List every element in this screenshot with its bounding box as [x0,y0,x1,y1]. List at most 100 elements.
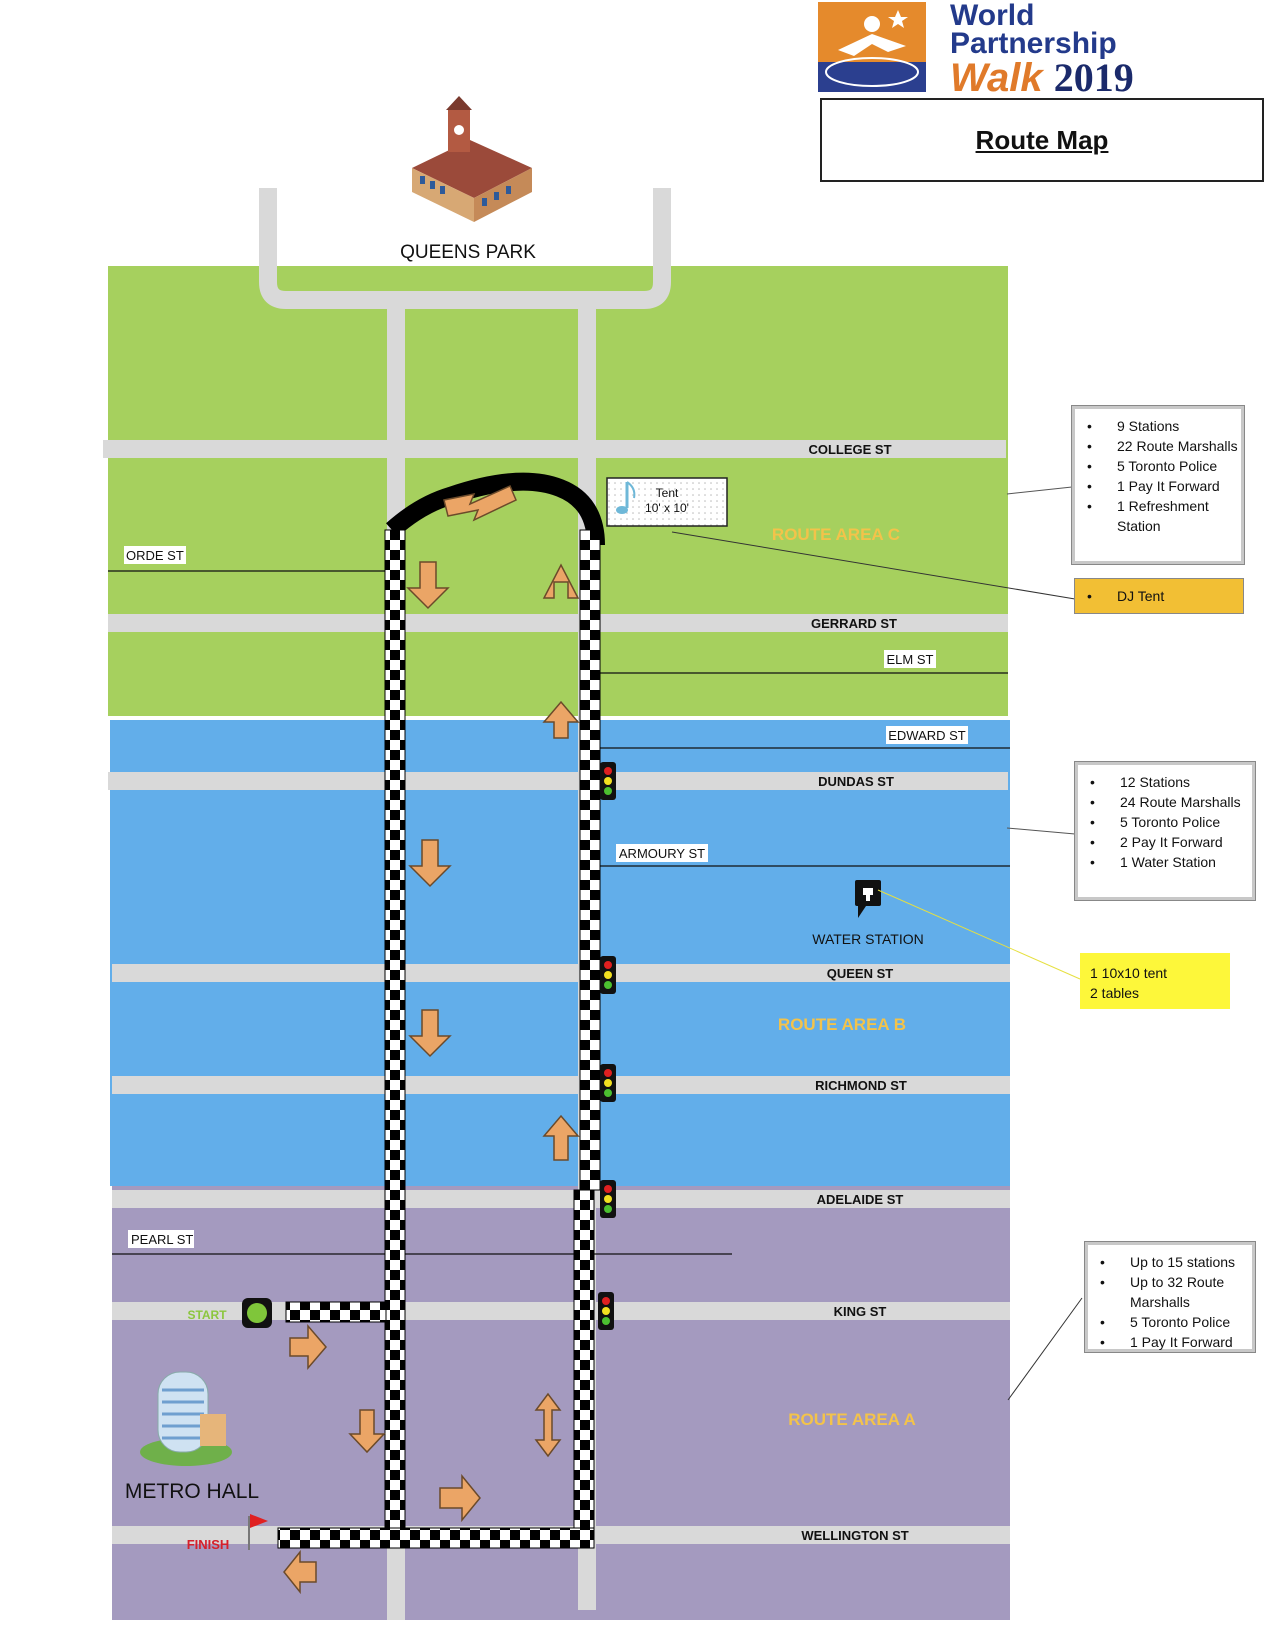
water-note-line: 1 10x10 tent [1090,965,1168,981]
adelaide-st-label: ADELAIDE ST [817,1192,904,1207]
queens-park-label: QUEENS PARK [400,242,536,263]
list-item: 1 Pay It Forward [1088,1332,1252,1352]
list-item: Up to 15 stations [1088,1252,1252,1272]
dundas-st-label: DUNDAS ST [818,774,894,789]
list-item: 12 Stations [1078,772,1252,792]
route-map-title: Route Map [820,98,1264,182]
arrow-left-icon [283,1549,317,1595]
adelaide-st-road [112,1190,1010,1208]
gerrard-st-road [108,614,1008,632]
richmond-st-road [112,1076,1010,1094]
arrow-right-icon [289,1323,327,1371]
music-note-icon [616,481,636,514]
arrow-down-icon [406,561,450,610]
route-area-c-info-panel: 9 Stations 22 Route Marshalls 5 Toronto … [1072,406,1244,564]
area-b-list: 12 Stations 24 Route Marshalls 5 Toronto… [1078,772,1252,872]
traffic-light-icon [598,1292,614,1330]
route-west-leg [384,529,406,1531]
arrow-down-icon [408,1009,452,1058]
queen-st-label: QUEEN ST [827,966,894,981]
arrow-updown-icon [534,1392,562,1458]
traffic-light-icon [600,762,616,800]
connector-line [1007,1297,1083,1401]
traffic-light-icon [600,1180,616,1218]
gerrard-st-label: GERRARD ST [811,616,897,631]
list-item: 1 Refreshment Station [1075,496,1241,536]
traffic-light-icon [600,1064,616,1102]
arrow-down-icon [348,1409,386,1454]
water-note-line: 2 tables [1090,985,1140,1001]
list-item: 9 Stations [1075,416,1241,436]
route-top-curve [386,472,605,546]
list-item: 24 Route Marshalls [1078,792,1252,812]
metro-hall-label: METRO HALL [125,1480,259,1503]
dj-tent-panel: DJ Tent [1074,578,1244,614]
traffic-light-icon [600,956,616,994]
street-labels: COLLEGE ST ORDE ST GERRARD ST ELM ST EDW… [124,440,968,1543]
route-area-b-zone [110,720,1010,1186]
route-area-b-info-panel: 12 Stations 24 Route Marshalls 5 Toronto… [1075,762,1255,900]
start-label: START [187,1308,227,1322]
king-st-label: KING ST [834,1304,887,1319]
water-station-label: WATER STATION [812,931,923,947]
route-area-c-label: ROUTE AREA C [772,525,900,544]
route-area-a-info-panel: Up to 15 stations Up to 32 Route Marshal… [1085,1242,1255,1352]
arrow-up-icon [542,700,580,739]
queens-park-road [259,188,671,309]
tent-size: 10' x 10' [645,501,689,515]
route-start-leg [285,1301,387,1323]
dj-list: DJ Tent [1075,586,1243,606]
connector-line [877,889,1081,980]
tent-label: Tent [656,486,679,500]
wellington-st-label: WELLINGTON ST [801,1528,908,1543]
armoury-st-label: ARMOURY ST [619,846,705,861]
list-item: 5 Toronto Police [1088,1312,1252,1332]
logo-line-walk-year: Walk 2019 [950,55,1134,100]
area-c-list: 9 Stations 22 Route Marshalls 5 Toronto … [1075,416,1241,536]
logo-walk: Walk [950,56,1043,100]
arrow-up-icon [542,563,580,599]
edward-st-label: EDWARD ST [888,728,966,743]
logo-year: 2019 [1053,55,1134,100]
queen-st-road [112,964,1010,982]
dj-tent-box: Tent 10' x 10' [606,477,728,527]
list-item: Up to 32 Route Marshalls [1088,1272,1252,1312]
orde-st-label: ORDE ST [126,548,184,563]
connector-line [1006,827,1076,835]
list-item: 5 Toronto Police [1078,812,1252,832]
route-finish-leg [277,1527,595,1549]
logo-line-partnership: Partnership [950,27,1117,60]
arrow-left-curve-icon [443,485,517,522]
world-partnership-walk-logo: World Partnership Walk 2019 [818,0,1258,100]
route-area-a-label: ROUTE AREA A [788,1410,916,1429]
connector-line [1006,486,1073,495]
finish-flag-icon [248,1514,268,1550]
logo-emblem-icon [818,2,926,92]
logo-line-world: World [950,0,1035,32]
list-item: DJ Tent [1075,586,1243,606]
queens-park-building-icon [412,96,532,222]
arrow-down-icon [408,839,452,888]
logo-text: World Partnership Walk 2019 [950,0,1134,100]
dundas-st-road [108,772,1008,790]
college-st-label: COLLEGE ST [808,442,891,457]
list-item: 1 Pay It Forward [1075,476,1241,496]
route-area-a-zone [112,1186,1010,1620]
metro-hall-building-icon [140,1371,232,1466]
arrow-up-icon [542,1114,580,1161]
finish-label: FINISH [187,1537,230,1552]
route-east-leg-upper [579,529,601,1191]
list-item: 1 Water Station [1078,852,1252,872]
route-east-leg-lower [573,1189,595,1531]
area-a-list: Up to 15 stations Up to 32 Route Marshal… [1088,1252,1252,1352]
water-station-icon [855,880,881,918]
list-item: 2 Pay It Forward [1078,832,1252,852]
richmond-st-label: RICHMOND ST [815,1078,907,1093]
water-station-note-panel: 1 10x10 tent 2 tables [1080,953,1230,1009]
connector-line [671,531,1076,600]
arrow-right-icon [439,1473,481,1523]
elm-st-label: ELM ST [887,652,934,667]
route-area-b-label: ROUTE AREA B [778,1015,906,1034]
pearl-st-label: PEARL ST [131,1232,193,1247]
